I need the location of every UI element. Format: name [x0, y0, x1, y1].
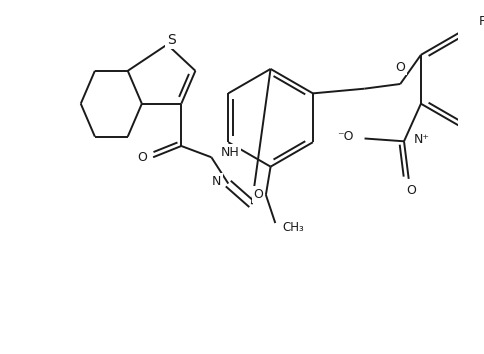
Text: NH: NH: [221, 146, 240, 159]
Text: ⁻O: ⁻O: [337, 130, 353, 143]
Text: N: N: [212, 175, 221, 188]
Text: O: O: [407, 184, 416, 197]
Text: O: O: [254, 188, 263, 201]
Text: O: O: [395, 61, 405, 74]
Text: N⁺: N⁺: [413, 133, 429, 146]
Text: CH₃: CH₃: [283, 221, 304, 234]
Text: F: F: [479, 15, 484, 28]
Text: O: O: [137, 151, 147, 164]
Text: S: S: [167, 33, 176, 47]
